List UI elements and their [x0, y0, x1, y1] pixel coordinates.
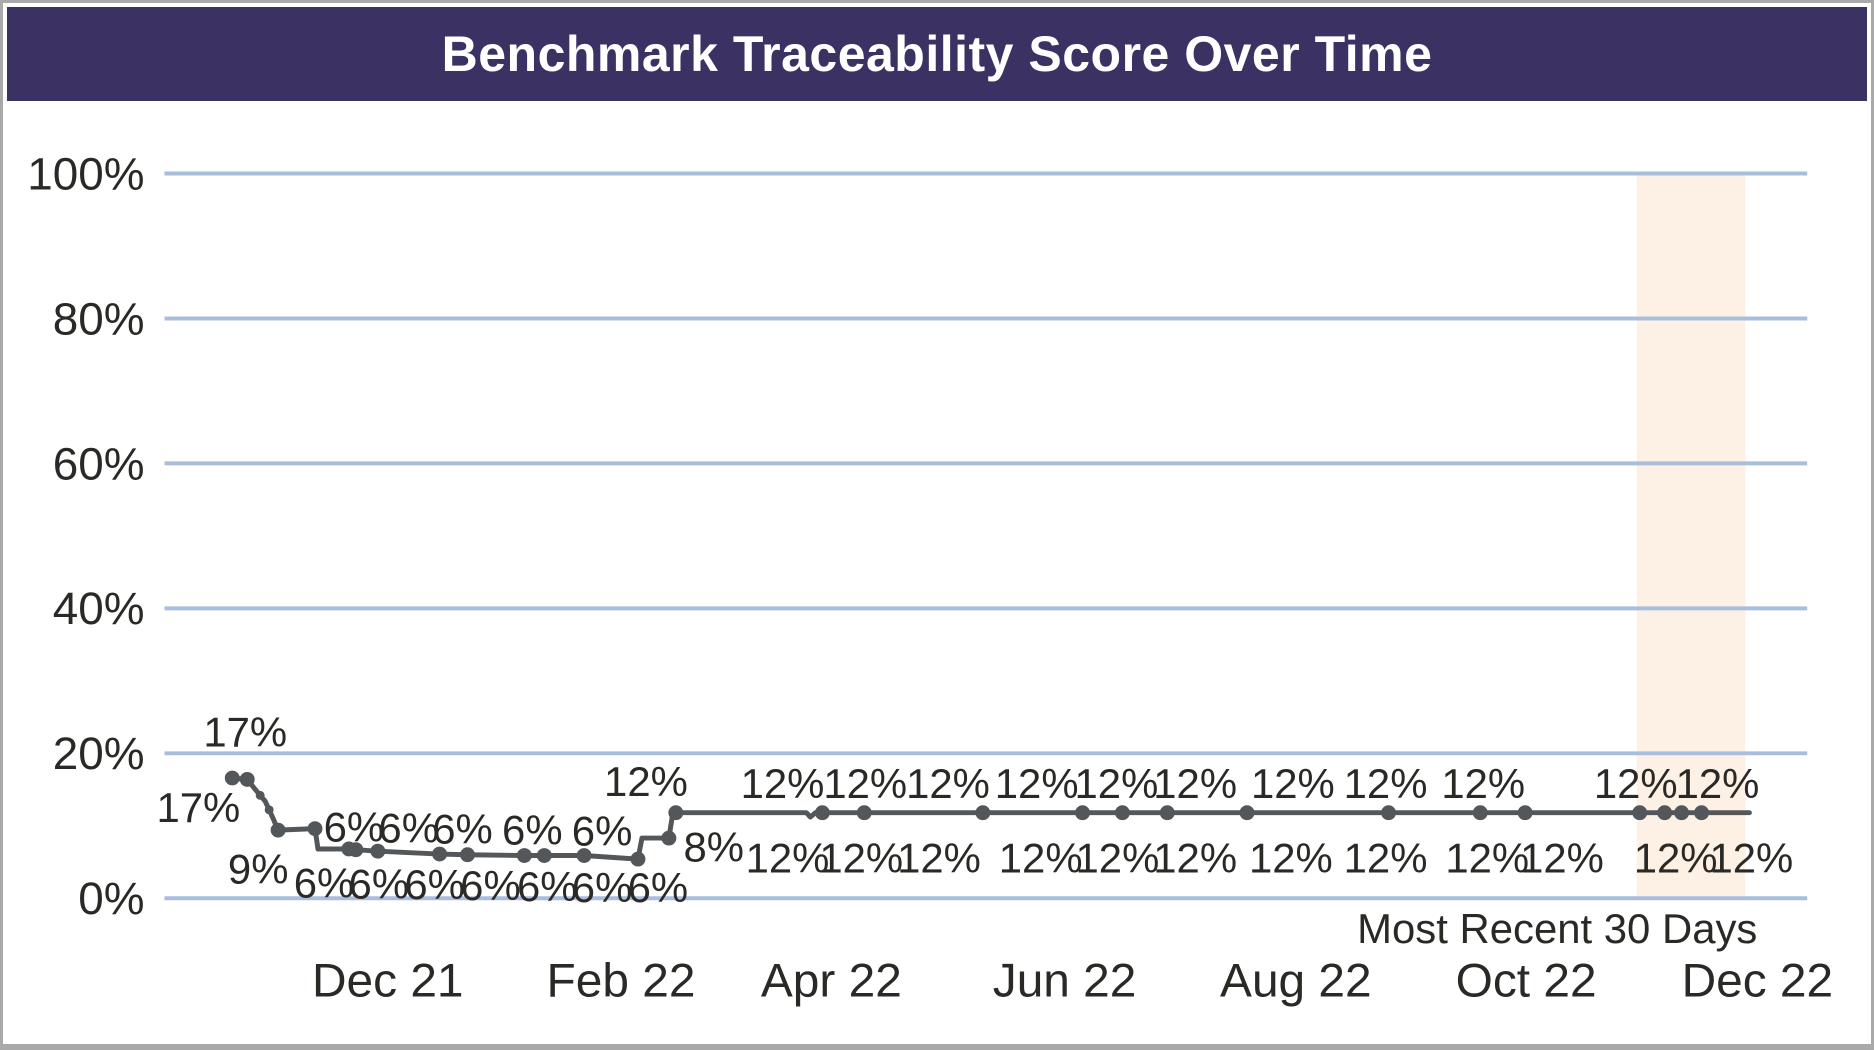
data-point — [668, 805, 684, 821]
data-point — [370, 843, 386, 859]
data-point — [307, 821, 323, 837]
data-label: 12% — [1249, 835, 1333, 882]
y-tick-label: 40% — [53, 583, 145, 634]
data-point — [516, 848, 532, 863]
data-label: 12% — [1520, 835, 1604, 882]
data-point — [856, 805, 872, 821]
x-tick-label: Aug 22 — [1220, 955, 1372, 1008]
data-label: 12% — [604, 758, 688, 805]
data-label: 17% — [156, 784, 240, 831]
data-label: 12% — [897, 835, 981, 882]
y-tick-label: 80% — [53, 293, 145, 344]
data-label: 12% — [999, 835, 1083, 882]
y-tick-label: 0% — [78, 873, 144, 924]
data-label: 12% — [1634, 835, 1718, 882]
y-tick-label: 20% — [53, 728, 145, 779]
data-label: 12% — [819, 835, 903, 882]
x-tick-label: Dec 21 — [312, 955, 464, 1008]
data-point — [255, 790, 265, 800]
data-point — [814, 805, 830, 821]
data-point — [460, 847, 475, 863]
data-point — [576, 848, 592, 863]
data-point — [1159, 805, 1175, 821]
data-label: 6% — [502, 807, 563, 854]
data-label: 6% — [432, 806, 493, 853]
data-label: 6% — [460, 862, 521, 909]
data-label: 12% — [1076, 835, 1160, 882]
data-point — [1239, 805, 1255, 821]
data-label: 6% — [628, 864, 689, 911]
data-label: 12% — [995, 760, 1079, 807]
data-label: 12% — [741, 760, 825, 807]
data-label: 6% — [349, 860, 410, 907]
x-tick-label: Apr 22 — [761, 955, 902, 1008]
data-point — [975, 805, 991, 821]
data-label: 6% — [324, 804, 385, 851]
data-point — [1694, 805, 1710, 821]
chart-title-bar: Benchmark Traceability Score Over Time — [7, 7, 1867, 101]
data-label: 6% — [294, 859, 355, 906]
data-label: 6% — [404, 861, 465, 908]
data-point — [224, 770, 240, 786]
data-label: 6% — [572, 864, 633, 911]
data-point — [630, 851, 646, 867]
data-point — [1472, 805, 1488, 821]
data-label: 17% — [203, 709, 287, 756]
data-label: 8% — [683, 824, 744, 871]
data-point — [270, 822, 286, 838]
data-label: 12% — [1441, 760, 1525, 807]
data-label: 9% — [228, 845, 289, 892]
data-label: 12% — [1075, 760, 1159, 807]
data-label: 12% — [1676, 760, 1760, 807]
data-point — [1114, 805, 1130, 821]
data-label: 12% — [1153, 760, 1237, 807]
data-label: 12% — [1594, 760, 1678, 807]
data-label: 12% — [1344, 760, 1428, 807]
data-label: 12% — [1445, 835, 1529, 882]
data-point — [661, 830, 677, 846]
data-label: 12% — [823, 760, 907, 807]
chart-title: Benchmark Traceability Score Over Time — [441, 26, 1433, 82]
recent-30-days-label: Most Recent 30 Days — [1357, 905, 1757, 952]
recent-30-days-band — [1636, 173, 1746, 899]
data-point — [536, 848, 552, 863]
data-point — [1632, 805, 1648, 821]
data-label: 12% — [1153, 835, 1237, 882]
traceability-line-chart: 100% 80% 60% 40% 20% 0% Dec 21 Feb 22 Apr 22 Jun … — [27, 148, 1834, 1008]
data-label: 12% — [1709, 835, 1793, 882]
data-point — [1381, 805, 1397, 821]
y-tick-label: 60% — [53, 438, 145, 489]
data-label: 12% — [746, 835, 830, 882]
data-point — [432, 846, 448, 862]
y-tick-label: 100% — [27, 148, 144, 199]
x-tick-label: Feb 22 — [547, 955, 696, 1008]
data-label: 12% — [906, 760, 990, 807]
data-label: 12% — [1251, 760, 1335, 807]
data-point — [239, 771, 255, 787]
data-label: 6% — [517, 863, 578, 910]
data-point — [1674, 805, 1690, 821]
x-tick-label: Dec 22 — [1682, 955, 1834, 1008]
x-tick-label: Oct 22 — [1456, 955, 1597, 1008]
data-point — [264, 805, 274, 815]
data-point — [348, 842, 364, 858]
data-label: 6% — [572, 808, 633, 855]
x-tick-label: Jun 22 — [993, 955, 1137, 1008]
data-point — [1657, 805, 1673, 821]
data-point — [1075, 805, 1091, 821]
data-point — [1517, 805, 1533, 821]
data-label: 6% — [378, 805, 439, 852]
data-label: 12% — [1344, 835, 1428, 882]
